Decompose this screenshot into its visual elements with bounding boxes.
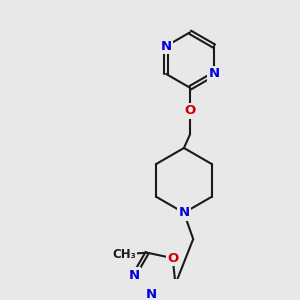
Text: O: O xyxy=(184,104,196,118)
Text: CH₃: CH₃ xyxy=(112,248,136,261)
Text: N: N xyxy=(208,68,220,80)
Text: N: N xyxy=(178,206,190,219)
Text: N: N xyxy=(128,269,140,282)
Text: N: N xyxy=(160,40,172,52)
Text: O: O xyxy=(167,252,178,265)
Text: N: N xyxy=(146,288,157,300)
